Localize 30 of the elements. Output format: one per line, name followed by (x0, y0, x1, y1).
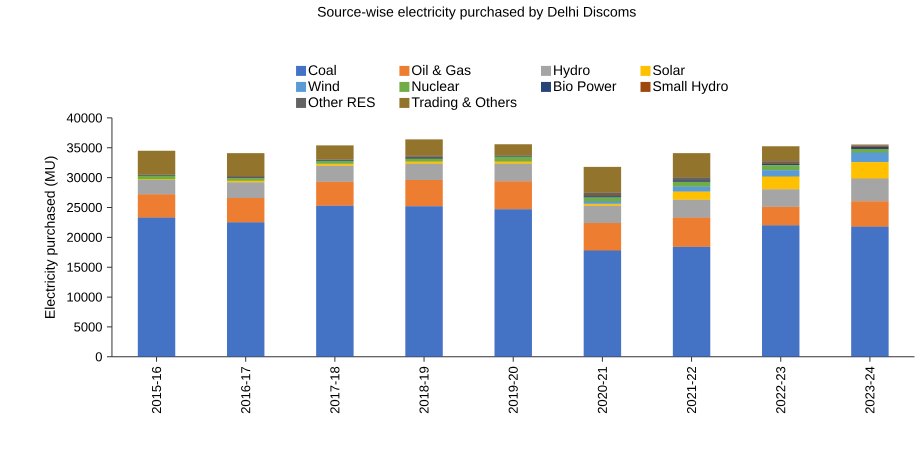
y-tick-label: 5000 (74, 322, 102, 332)
y-axis-title: Electricity purchased (MU) (44, 156, 58, 318)
legend-label: Hydro (554, 64, 590, 78)
x-tick-label: 2019-20 (508, 366, 518, 414)
x-tick-label: 2023-24 (865, 366, 874, 414)
x-tick-label: 2020-21 (598, 367, 607, 414)
legend-label: Trading & Others (412, 97, 516, 110)
x-tick-label: 2021-22 (686, 367, 696, 414)
y-tick-label: 40000 (66, 113, 102, 123)
legend-label: Nuclear (412, 81, 460, 92)
legend-label: Bio Power (554, 81, 616, 92)
x-tick-label: 2017-18 (330, 366, 340, 414)
x-tick-label: 2022-23 (776, 366, 786, 414)
legend-label: Wind (308, 81, 339, 92)
legend-label: Coal (308, 64, 336, 76)
y-tick-label: 10000 (67, 292, 102, 302)
y-tick-label: 35000 (66, 143, 102, 152)
x-tick-label: 2018-19 (419, 367, 429, 414)
x-tick-label: 2015-16 (152, 366, 162, 414)
y-tick-label: 20000 (67, 232, 102, 242)
y-tick-label: 30000 (66, 173, 102, 182)
chart-title: Source-wise electricity purchased by Delhi Discoms (318, 6, 636, 20)
y-tick-label: 15000 (67, 262, 102, 272)
legend-label: Oil & Gas (412, 64, 471, 76)
y-tick-label: 25000 (67, 203, 102, 212)
legend-label: Small Hydro (653, 81, 728, 94)
x-tick-label: 2016-17 (241, 367, 250, 414)
legend-label: Solar (653, 64, 685, 76)
legend-label: Other RES (308, 97, 375, 108)
y-tick-label: 0 (96, 352, 102, 362)
